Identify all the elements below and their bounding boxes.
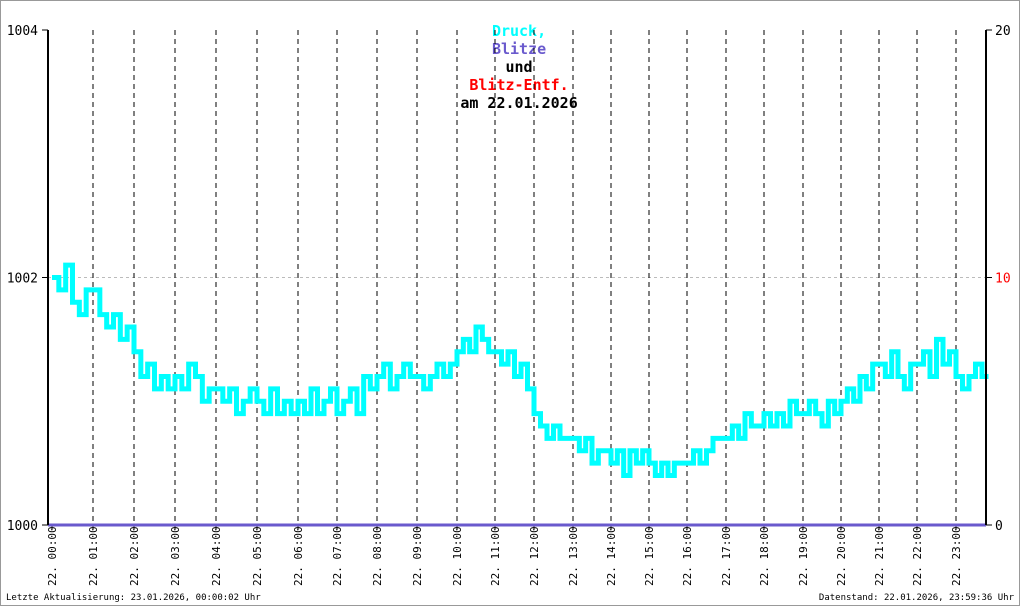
y-left-tick-label: 1004 bbox=[7, 24, 38, 39]
y-left-tick-label: 1000 bbox=[7, 519, 38, 534]
data-timestamp-text: Datenstand: 22.01.2026, 23:59:36 Uhr bbox=[818, 593, 1014, 603]
title-blitze: Blitze bbox=[491, 40, 547, 58]
x-tick-label: 22. 04:00 bbox=[210, 526, 223, 586]
x-tick-label: 22. 17:00 bbox=[720, 526, 733, 586]
x-tick-label: 22. 20:00 bbox=[835, 526, 848, 586]
x-tick-label: 22. 14:00 bbox=[605, 526, 618, 586]
pressure-series-line bbox=[52, 262, 989, 478]
title-date: am 22.01.2026 bbox=[460, 94, 578, 112]
x-tick-label: 22. 12:00 bbox=[528, 526, 541, 586]
y-right-tick-label: 20 bbox=[995, 24, 1011, 39]
y-left-tick-label: 1002 bbox=[7, 272, 38, 287]
x-tick-label: 22. 11:00 bbox=[489, 526, 502, 586]
x-tick-label: 22. 07:00 bbox=[331, 526, 344, 586]
x-tick-label: 22. 22:00 bbox=[911, 526, 924, 586]
x-tick-label: 22. 21:00 bbox=[873, 526, 886, 586]
x-tick-label: 22. 15:00 bbox=[643, 526, 656, 586]
last-update-text: Letzte Aktualisierung: 23.01.2026, 00:00… bbox=[6, 593, 261, 603]
title-blitz-entf: Blitz-Entf. bbox=[469, 76, 569, 94]
x-tick-label: 22. 08:00 bbox=[371, 526, 384, 586]
x-tick-label: 22. 23:00 bbox=[950, 526, 963, 586]
x-tick-label: 22. 18:00 bbox=[758, 526, 771, 586]
title-druck: Druck, bbox=[491, 22, 547, 40]
x-tick-label: 22. 19:00 bbox=[797, 526, 810, 586]
x-tick-label: 22. 05:00 bbox=[251, 526, 264, 586]
x-tick-label: 22. 00:00 bbox=[46, 526, 59, 586]
x-tick-label: 22. 06:00 bbox=[292, 526, 305, 586]
y-right-tick-label: 0 bbox=[995, 519, 1003, 534]
x-tick-label: 22. 03:00 bbox=[169, 526, 182, 586]
chart-title: Druck, Blitze und Blitz-Entf. am 22.01.2… bbox=[0, 4, 1020, 112]
x-tick-label: 22. 02:00 bbox=[128, 526, 141, 586]
x-tick-label: 22. 16:00 bbox=[681, 526, 694, 586]
x-tick-label: 22. 13:00 bbox=[567, 526, 580, 586]
y-right-tick-label: 10 bbox=[995, 272, 1011, 287]
x-tick-label: 22. 09:00 bbox=[411, 526, 424, 586]
title-und: und bbox=[505, 58, 533, 76]
x-tick-label: 22. 10:00 bbox=[451, 526, 464, 586]
x-tick-label: 22. 01:00 bbox=[87, 526, 100, 586]
